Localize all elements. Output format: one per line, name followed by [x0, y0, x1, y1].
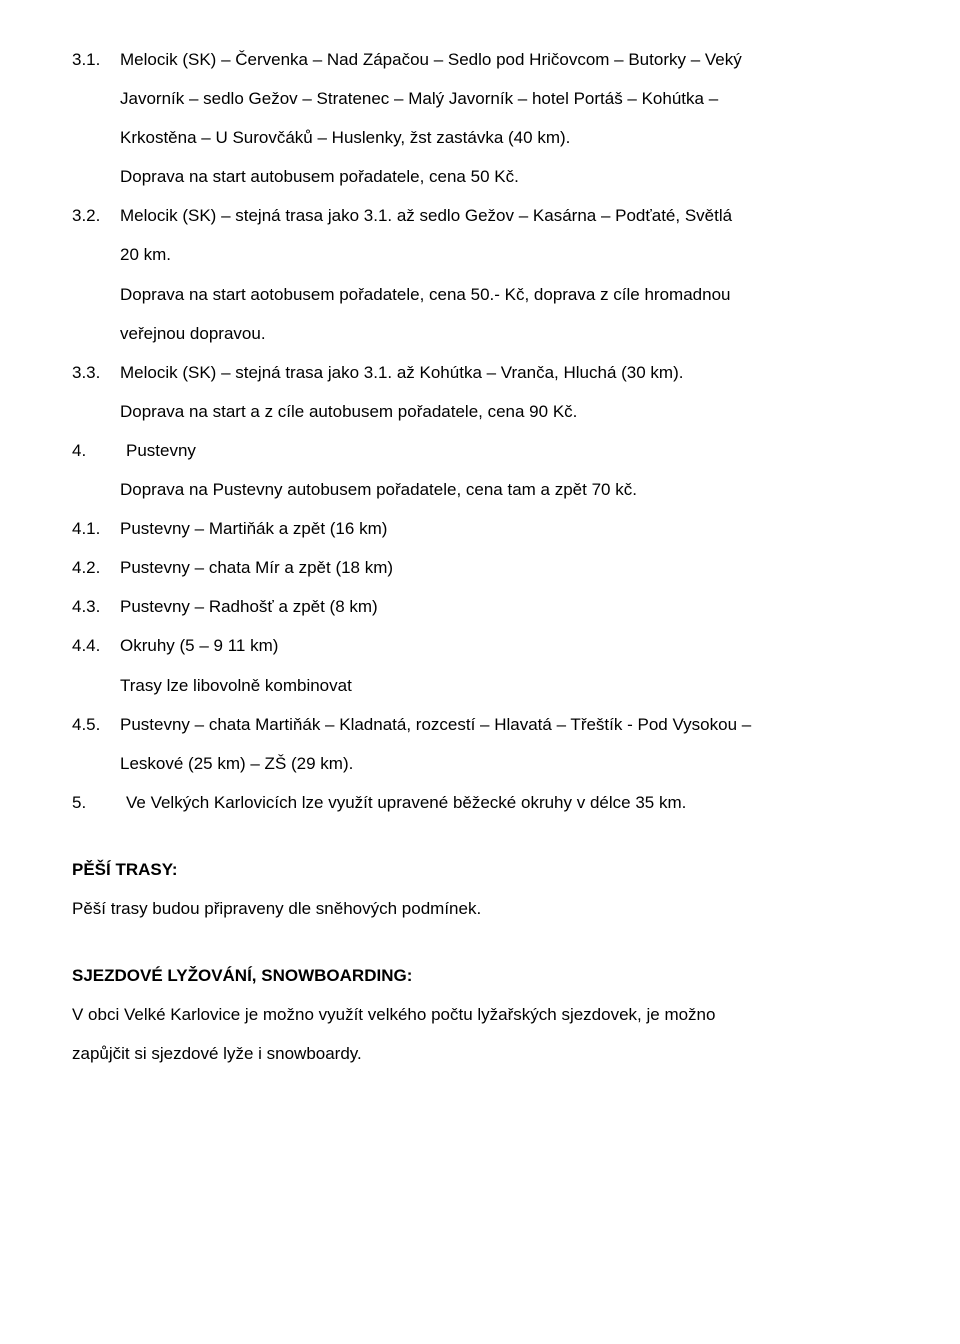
item-number: 5.: [72, 783, 126, 822]
item-number: 4.: [72, 431, 126, 470]
text-line: Melocik (SK) – stejná trasa jako 3.1. až…: [120, 196, 960, 235]
item-number: 4.2.: [72, 548, 120, 587]
item-text: Pustevny – chata Martiňák – Kladnatá, ro…: [120, 705, 960, 783]
item-number: 3.2.: [72, 196, 120, 352]
item-text: Okruhy (5 – 9 11 km) Trasy lze libovolně…: [120, 626, 960, 704]
item-number: 3.1.: [72, 40, 120, 196]
item-text: Pustevny – Martiňák a zpět (16 km): [120, 509, 960, 548]
list-item-5: 5. Ve Velkých Karlovicích lze využít upr…: [72, 783, 960, 822]
item-text: Ve Velkých Karlovicích lze využít uprave…: [126, 783, 960, 822]
text-line: Melocik (SK) – Červenka – Nad Zápačou – …: [120, 40, 960, 79]
list-item-4-4: 4.4. Okruhy (5 – 9 11 km) Trasy lze libo…: [72, 626, 960, 704]
item-number: 4.4.: [72, 626, 120, 704]
section-body-line: zapůjčit si sjezdové lyže i snowboardy.: [72, 1034, 960, 1073]
text-line: veřejnou dopravou.: [120, 314, 960, 353]
item-text: Pustevny – Radhošť a zpět (8 km): [120, 587, 960, 626]
item-number: 4.3.: [72, 587, 120, 626]
item-number: 4.5.: [72, 705, 120, 783]
item-text: Melocik (SK) – Červenka – Nad Zápačou – …: [120, 40, 960, 196]
text-line: Leskové (25 km) – ZŠ (29 km).: [120, 744, 960, 783]
text-line: Javorník – sedlo Gežov – Stratenec – Mal…: [120, 79, 960, 118]
text-line: Doprava na start autobusem pořadatele, c…: [120, 157, 960, 196]
text-line: Pustevny: [126, 431, 960, 470]
text-line: Doprava na start a z cíle autobusem pořa…: [120, 392, 960, 431]
list-item-4-2: 4.2. Pustevny – chata Mír a zpět (18 km): [72, 548, 960, 587]
text-line: Doprava na Pustevny autobusem pořadatele…: [120, 470, 960, 509]
item-text: Melocik (SK) – stejná trasa jako 3.1. až…: [120, 196, 960, 352]
item-text: Pustevny – chata Mír a zpět (18 km): [120, 548, 960, 587]
section-title-sjezd: SJEZDOVÉ LYŽOVÁNÍ, SNOWBOARDING:: [72, 956, 960, 995]
text-line: Melocik (SK) – stejná trasa jako 3.1. až…: [120, 353, 960, 392]
item-text: Melocik (SK) – stejná trasa jako 3.1. až…: [120, 353, 960, 431]
text-line: 20 km.: [120, 235, 960, 274]
section-body-line: V obci Velké Karlovice je možno využít v…: [72, 995, 960, 1034]
section-title-pesi: PĚŠÍ TRASY:: [72, 850, 960, 889]
text-line: Okruhy (5 – 9 11 km): [120, 626, 960, 665]
text-line: Trasy lze libovolně kombinovat: [120, 666, 960, 705]
text-line: Doprava na start aotobusem pořadatele, c…: [120, 275, 960, 314]
list-item-4-5: 4.5. Pustevny – chata Martiňák – Kladnat…: [72, 705, 960, 783]
text-line: Krkostěna – U Surovčáků – Huslenky, žst …: [120, 118, 960, 157]
list-item-3-2: 3.2. Melocik (SK) – stejná trasa jako 3.…: [72, 196, 960, 352]
item-number: 3.3.: [72, 353, 120, 431]
list-item-4-3: 4.3. Pustevny – Radhošť a zpět (8 km): [72, 587, 960, 626]
text-line: Pustevny – chata Martiňák – Kladnatá, ro…: [120, 705, 960, 744]
list-item-4-1: 4.1. Pustevny – Martiňák a zpět (16 km): [72, 509, 960, 548]
item-number: 4.1.: [72, 509, 120, 548]
list-item-3-3: 3.3. Melocik (SK) – stejná trasa jako 3.…: [72, 353, 960, 431]
list-item-4: 4. Pustevny: [72, 431, 960, 470]
list-item-3-1: 3.1. Melocik (SK) – Červenka – Nad Zápač…: [72, 40, 960, 196]
item-text: Pustevny: [126, 431, 960, 470]
section-body: Pěší trasy budou připraveny dle sněhovýc…: [72, 889, 960, 928]
